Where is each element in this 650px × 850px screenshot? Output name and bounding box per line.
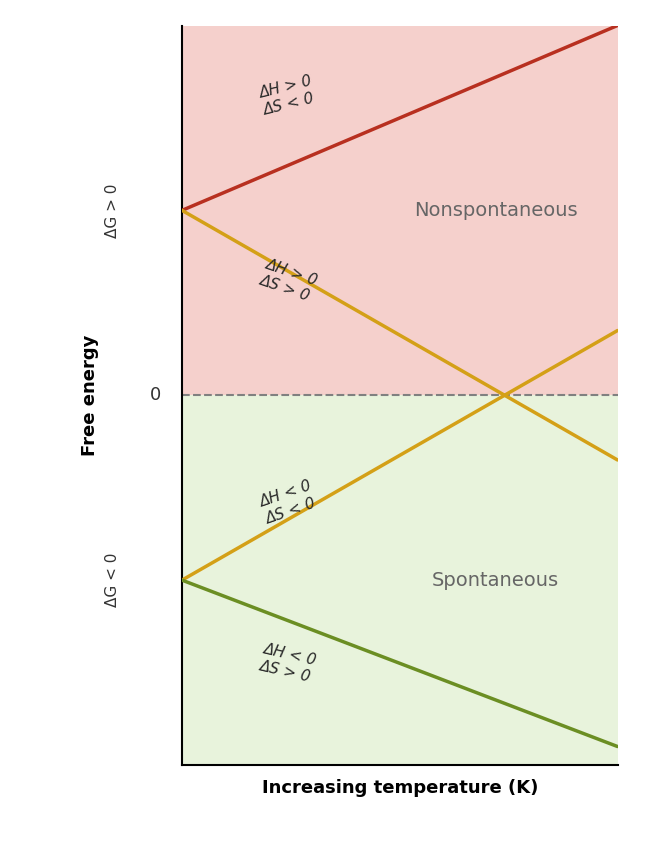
Text: ΔH > 0
ΔS < 0: ΔH > 0 ΔS < 0 — [258, 73, 318, 118]
Text: Nonspontaneous: Nonspontaneous — [414, 201, 577, 220]
Bar — [182, 26, 618, 395]
Bar — [182, 395, 618, 765]
Text: ΔG > 0: ΔG > 0 — [105, 184, 120, 237]
Text: ΔH > 0
ΔS > 0: ΔH > 0 ΔS > 0 — [258, 257, 320, 305]
X-axis label: Increasing temperature (K): Increasing temperature (K) — [261, 779, 538, 797]
Text: ΔG < 0: ΔG < 0 — [105, 553, 120, 607]
Text: Spontaneous: Spontaneous — [432, 570, 559, 590]
Text: ΔH < 0
ΔS > 0: ΔH < 0 ΔS > 0 — [258, 642, 318, 685]
Text: 0: 0 — [150, 386, 161, 405]
Y-axis label: Free energy: Free energy — [81, 335, 99, 456]
Text: ΔH < 0
ΔS < 0: ΔH < 0 ΔS < 0 — [258, 479, 320, 527]
